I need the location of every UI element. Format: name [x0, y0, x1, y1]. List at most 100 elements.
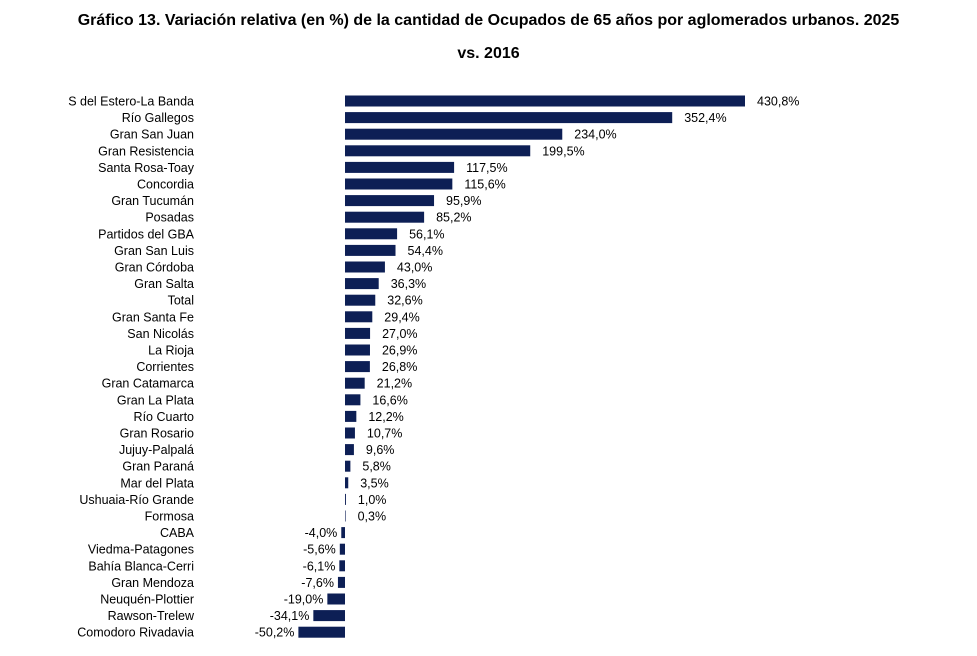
data-label: 26,9% [382, 344, 417, 358]
category-label: Ushuaia-Río Grande [79, 493, 194, 507]
bar [327, 593, 345, 605]
data-label: 10,7% [367, 427, 402, 441]
category-label: Jujuy-Palpalá [119, 443, 194, 457]
chart-title-line-2: vs. 2016 [457, 45, 520, 62]
category-label: Gran Paraná [122, 460, 194, 474]
category-label: San Nicolás [127, 327, 194, 341]
data-label: 85,2% [436, 211, 471, 225]
data-label: 36,3% [391, 277, 426, 291]
category-label: Gran Resistencia [98, 144, 194, 158]
bar [345, 361, 370, 373]
data-label: 43,0% [397, 261, 432, 275]
category-label: Río Cuarto [134, 410, 194, 424]
category-label: Gran Tucumán [111, 194, 194, 208]
bar [345, 261, 385, 273]
category-label: Gran San Luis [114, 244, 194, 258]
category-label: Gran Santa Fe [112, 310, 194, 324]
category-label: Posadas [145, 211, 194, 225]
bar [345, 477, 349, 489]
category-label: Bahía Blanca-Cerri [88, 559, 194, 573]
bar [337, 576, 345, 588]
data-label: 5,8% [362, 460, 391, 474]
data-label: 0,3% [358, 510, 387, 524]
bar [345, 211, 425, 223]
category-label: Comodoro Rivadavia [77, 626, 194, 640]
data-label: 54,4% [408, 244, 443, 258]
data-label: -34,1% [270, 609, 310, 623]
category-label: Gran Mendoza [111, 576, 194, 590]
category-label: Concordia [137, 178, 194, 192]
data-label: 117,5% [466, 161, 507, 175]
category-label: Rawson-Trelew [108, 609, 195, 623]
category-label: Gran La Plata [117, 393, 194, 407]
bar [345, 178, 453, 190]
bar [345, 377, 365, 389]
category-label: Río Gallegos [122, 111, 194, 125]
data-label: -4,0% [305, 526, 338, 540]
category-label: Viedma-Patagones [88, 543, 194, 557]
category-label: Formosa [145, 510, 194, 524]
chart-title: Gráfico 13. Variación relativa (en %) de… [0, 0, 977, 70]
data-label: 26,8% [382, 360, 417, 374]
data-label: 430,8% [757, 95, 799, 109]
data-label: 16,6% [372, 393, 407, 407]
category-label: S del Estero-La Banda [68, 95, 194, 109]
data-label: 9,6% [366, 443, 395, 457]
bar [345, 95, 745, 107]
category-label: Partidos del GBA [98, 227, 195, 241]
category-label: Santa Rosa-Toay [98, 161, 195, 175]
data-label: 21,2% [377, 377, 412, 391]
category-label: Total [168, 294, 194, 308]
bar [345, 410, 357, 422]
bar [345, 394, 361, 406]
bar [345, 278, 379, 290]
category-label: CABA [160, 526, 195, 540]
data-label: 199,5% [542, 144, 584, 158]
data-label: 115,6% [464, 178, 505, 192]
category-label: Mar del Plata [120, 476, 194, 490]
bar [345, 128, 563, 140]
data-label: 234,0% [574, 128, 616, 142]
bar [345, 427, 355, 439]
bar [345, 510, 346, 522]
bar [339, 560, 345, 572]
data-label: 1,0% [358, 493, 387, 507]
data-label: -19,0% [284, 593, 324, 607]
bar [345, 311, 373, 323]
bar [345, 444, 354, 456]
data-label: 12,2% [368, 410, 403, 424]
bar [345, 493, 346, 505]
data-label: 29,4% [384, 310, 419, 324]
bar [345, 327, 371, 339]
bar [339, 543, 345, 555]
category-label: Neuquén-Plottier [100, 593, 194, 607]
category-label: Gran Córdoba [115, 261, 194, 275]
bar [345, 460, 351, 472]
category-label: La Rioja [148, 344, 194, 358]
category-label: Gran Salta [134, 277, 194, 291]
bar [345, 244, 396, 256]
category-label: Gran Catamarca [102, 377, 194, 391]
data-label: -6,1% [303, 559, 336, 573]
data-label: 3,5% [360, 476, 389, 490]
bar [345, 161, 455, 173]
data-label: 32,6% [387, 294, 422, 308]
bar [313, 610, 345, 622]
bar [345, 145, 531, 157]
bar [345, 112, 673, 124]
category-label: Corrientes [136, 360, 194, 374]
data-label: -7,6% [301, 576, 334, 590]
data-label: 352,4% [684, 111, 726, 125]
bar [345, 344, 370, 356]
category-label: Gran Rosario [120, 427, 194, 441]
category-label: Gran San Juan [110, 128, 194, 142]
data-label: -5,6% [303, 543, 336, 557]
chart-title-line-1: Gráfico 13. Variación relativa (en %) de… [77, 12, 900, 29]
bar [341, 527, 345, 539]
data-label: 95,9% [446, 194, 481, 208]
bar [345, 195, 435, 207]
bar [298, 626, 345, 638]
data-label: 27,0% [382, 327, 417, 341]
bar [345, 228, 398, 240]
bar [345, 294, 376, 306]
